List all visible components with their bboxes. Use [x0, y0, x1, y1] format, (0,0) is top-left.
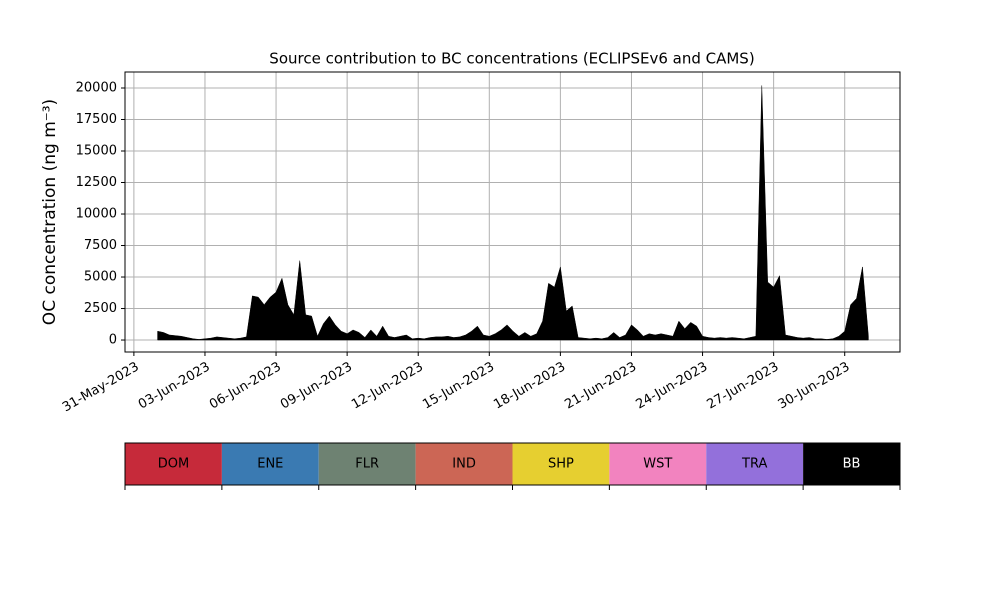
- x-tick-label: 03-Jun-2023: [136, 360, 213, 413]
- legend-frame: [124, 442, 901, 486]
- legend-swatch: [415, 443, 513, 485]
- x-tick-label: 09-Jun-2023: [278, 360, 355, 413]
- x-tick-label: 06-Jun-2023: [207, 360, 284, 413]
- x-tick-label: 31-May-2023: [60, 360, 142, 416]
- legend-swatch: [221, 443, 319, 485]
- legend-label: ENE: [257, 457, 283, 472]
- area: [157, 85, 869, 341]
- y-tick-label: 15000: [76, 144, 117, 159]
- y-tick-label: 2500: [84, 301, 117, 316]
- y-tick-label: 20000: [76, 81, 117, 96]
- legend-label: TRA: [741, 457, 767, 472]
- y-axis-label: OC concentration (ng m⁻³): [40, 99, 60, 325]
- legend-swatch: [512, 443, 610, 485]
- x-tick-label: 21-Jun-2023: [562, 360, 639, 413]
- legend-swatch: [706, 443, 804, 485]
- y-tick-label: 7500: [84, 238, 117, 253]
- x-tick-label: 12-Jun-2023: [349, 360, 426, 413]
- y-tick-label: 5000: [84, 270, 117, 285]
- y-tick-label: 12500: [76, 175, 117, 190]
- legend-label: SHP: [548, 457, 574, 472]
- legend-swatch: [318, 443, 416, 485]
- legend-label: FLR: [355, 457, 379, 472]
- legend-label: BB: [843, 457, 861, 472]
- x-tick-label: 15-Jun-2023: [420, 360, 497, 413]
- x-tick-label: 18-Jun-2023: [491, 360, 568, 413]
- x-tick-label: 27-Jun-2023: [705, 360, 782, 413]
- plot-frame: [124, 71, 901, 353]
- chart-title: Source contribution to BC concentrations…: [269, 50, 754, 68]
- legend-label: DOM: [158, 457, 189, 472]
- y-tick-label: 0: [109, 333, 117, 348]
- legend-label: IND: [452, 457, 476, 472]
- legend-swatch: [803, 443, 900, 485]
- legend-label: WST: [643, 457, 672, 472]
- y-tick-label: 10000: [76, 207, 117, 222]
- y-tick-label: 17500: [76, 112, 117, 127]
- x-tick-label: 24-Jun-2023: [633, 360, 710, 413]
- legend-swatch: [609, 443, 707, 485]
- x-tick-label: 30-Jun-2023: [776, 360, 853, 413]
- legend-swatch: [125, 443, 222, 485]
